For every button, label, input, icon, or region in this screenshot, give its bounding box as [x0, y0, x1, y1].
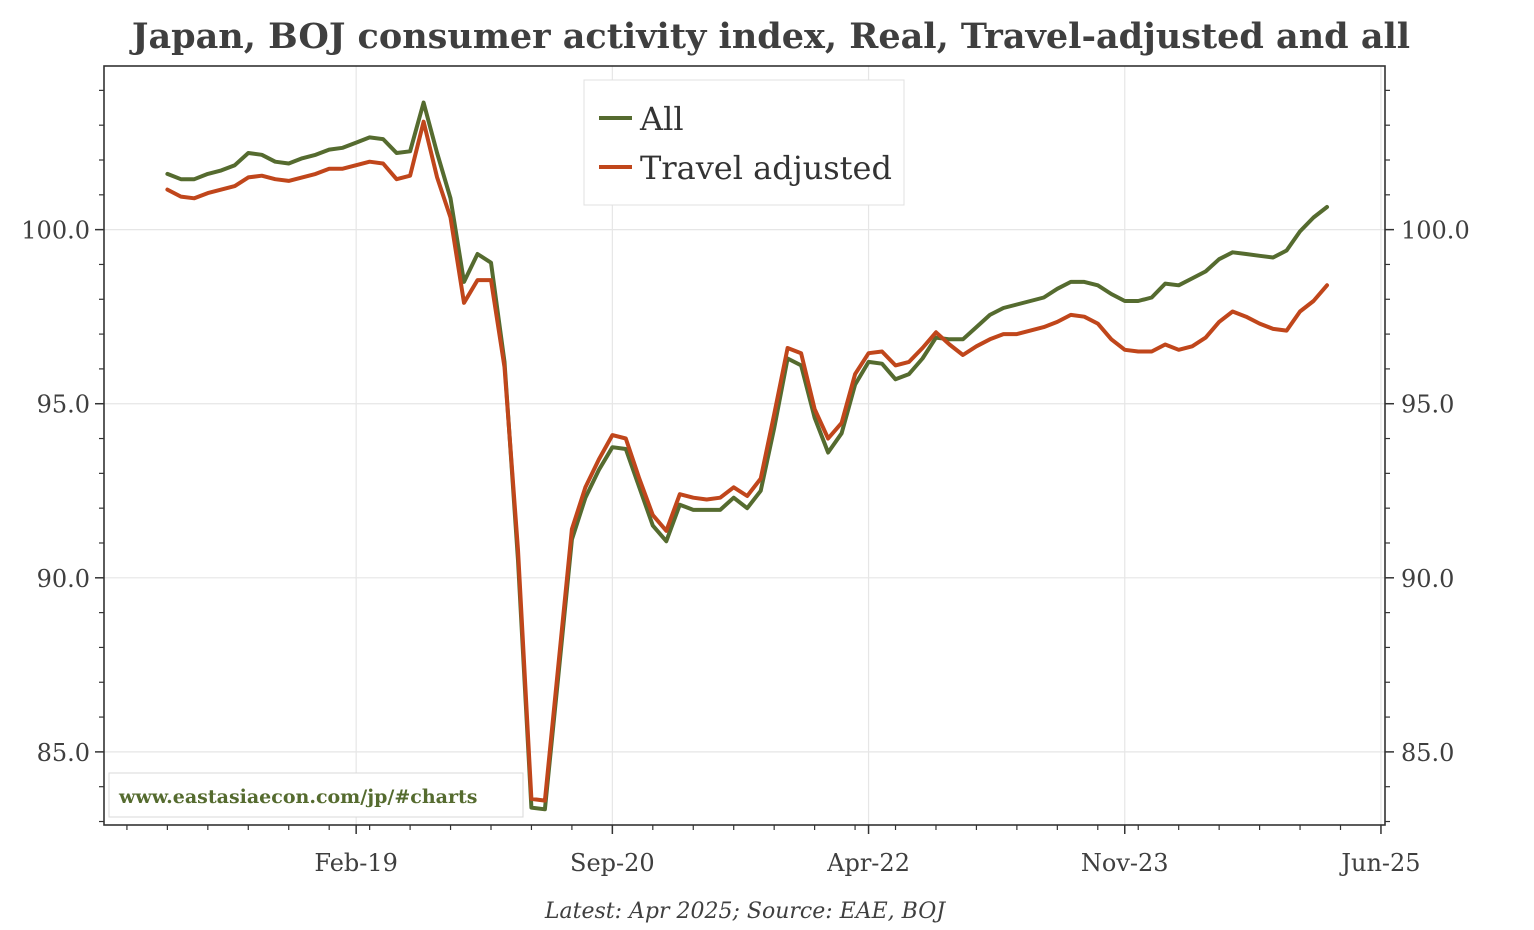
- x-tick-label: Apr-22: [826, 849, 910, 877]
- legend: All Travel adjusted: [583, 79, 905, 206]
- y-tick-label-left: 85.0: [37, 739, 90, 767]
- y-tick-label-right: 85.0: [1401, 739, 1454, 767]
- x-tick-label: Nov-23: [1081, 849, 1169, 877]
- axis-ticks: [95, 89, 1394, 834]
- series-line-all: [165, 100, 1329, 812]
- plot-frame: [103, 65, 1386, 826]
- source-note: Latest: Apr 2025; Source: EAE, BOJ: [544, 899, 946, 924]
- tick-labels: Feb-19 Sep-20 Apr-22 Nov-23 Jun-25 85.0 85.0 90…: [21, 217, 1469, 877]
- y-tick-label-left: 100.0: [21, 217, 90, 245]
- watermark-link[interactable]: www.eastasiaecon.com/jp/#charts: [118, 786, 477, 808]
- y-tick-label-left: 95.0: [37, 391, 90, 419]
- x-tick-label: Sep-20: [570, 849, 655, 877]
- watermark: www.eastasiaecon.com/jp/#charts: [108, 772, 524, 818]
- series-line-travel-adjusted: [165, 119, 1329, 803]
- x-tick-label: Jun-25: [1338, 849, 1420, 877]
- y-tick-label-right: 95.0: [1401, 391, 1454, 419]
- y-tick-label-right: 90.0: [1401, 565, 1454, 593]
- x-tick-label: Feb-19: [314, 849, 398, 877]
- legend-label-travel-adjusted: Travel adjusted: [640, 149, 892, 187]
- chart-title: Japan, BOJ consumer activity index, Real…: [129, 16, 1410, 57]
- watermark-box: [108, 772, 524, 818]
- y-tick-label-right: 100.0: [1401, 217, 1470, 245]
- legend-label-all: All: [639, 100, 684, 138]
- series-lines: [165, 100, 1329, 812]
- legend-box: [583, 79, 905, 206]
- y-tick-label-left: 90.0: [37, 565, 90, 593]
